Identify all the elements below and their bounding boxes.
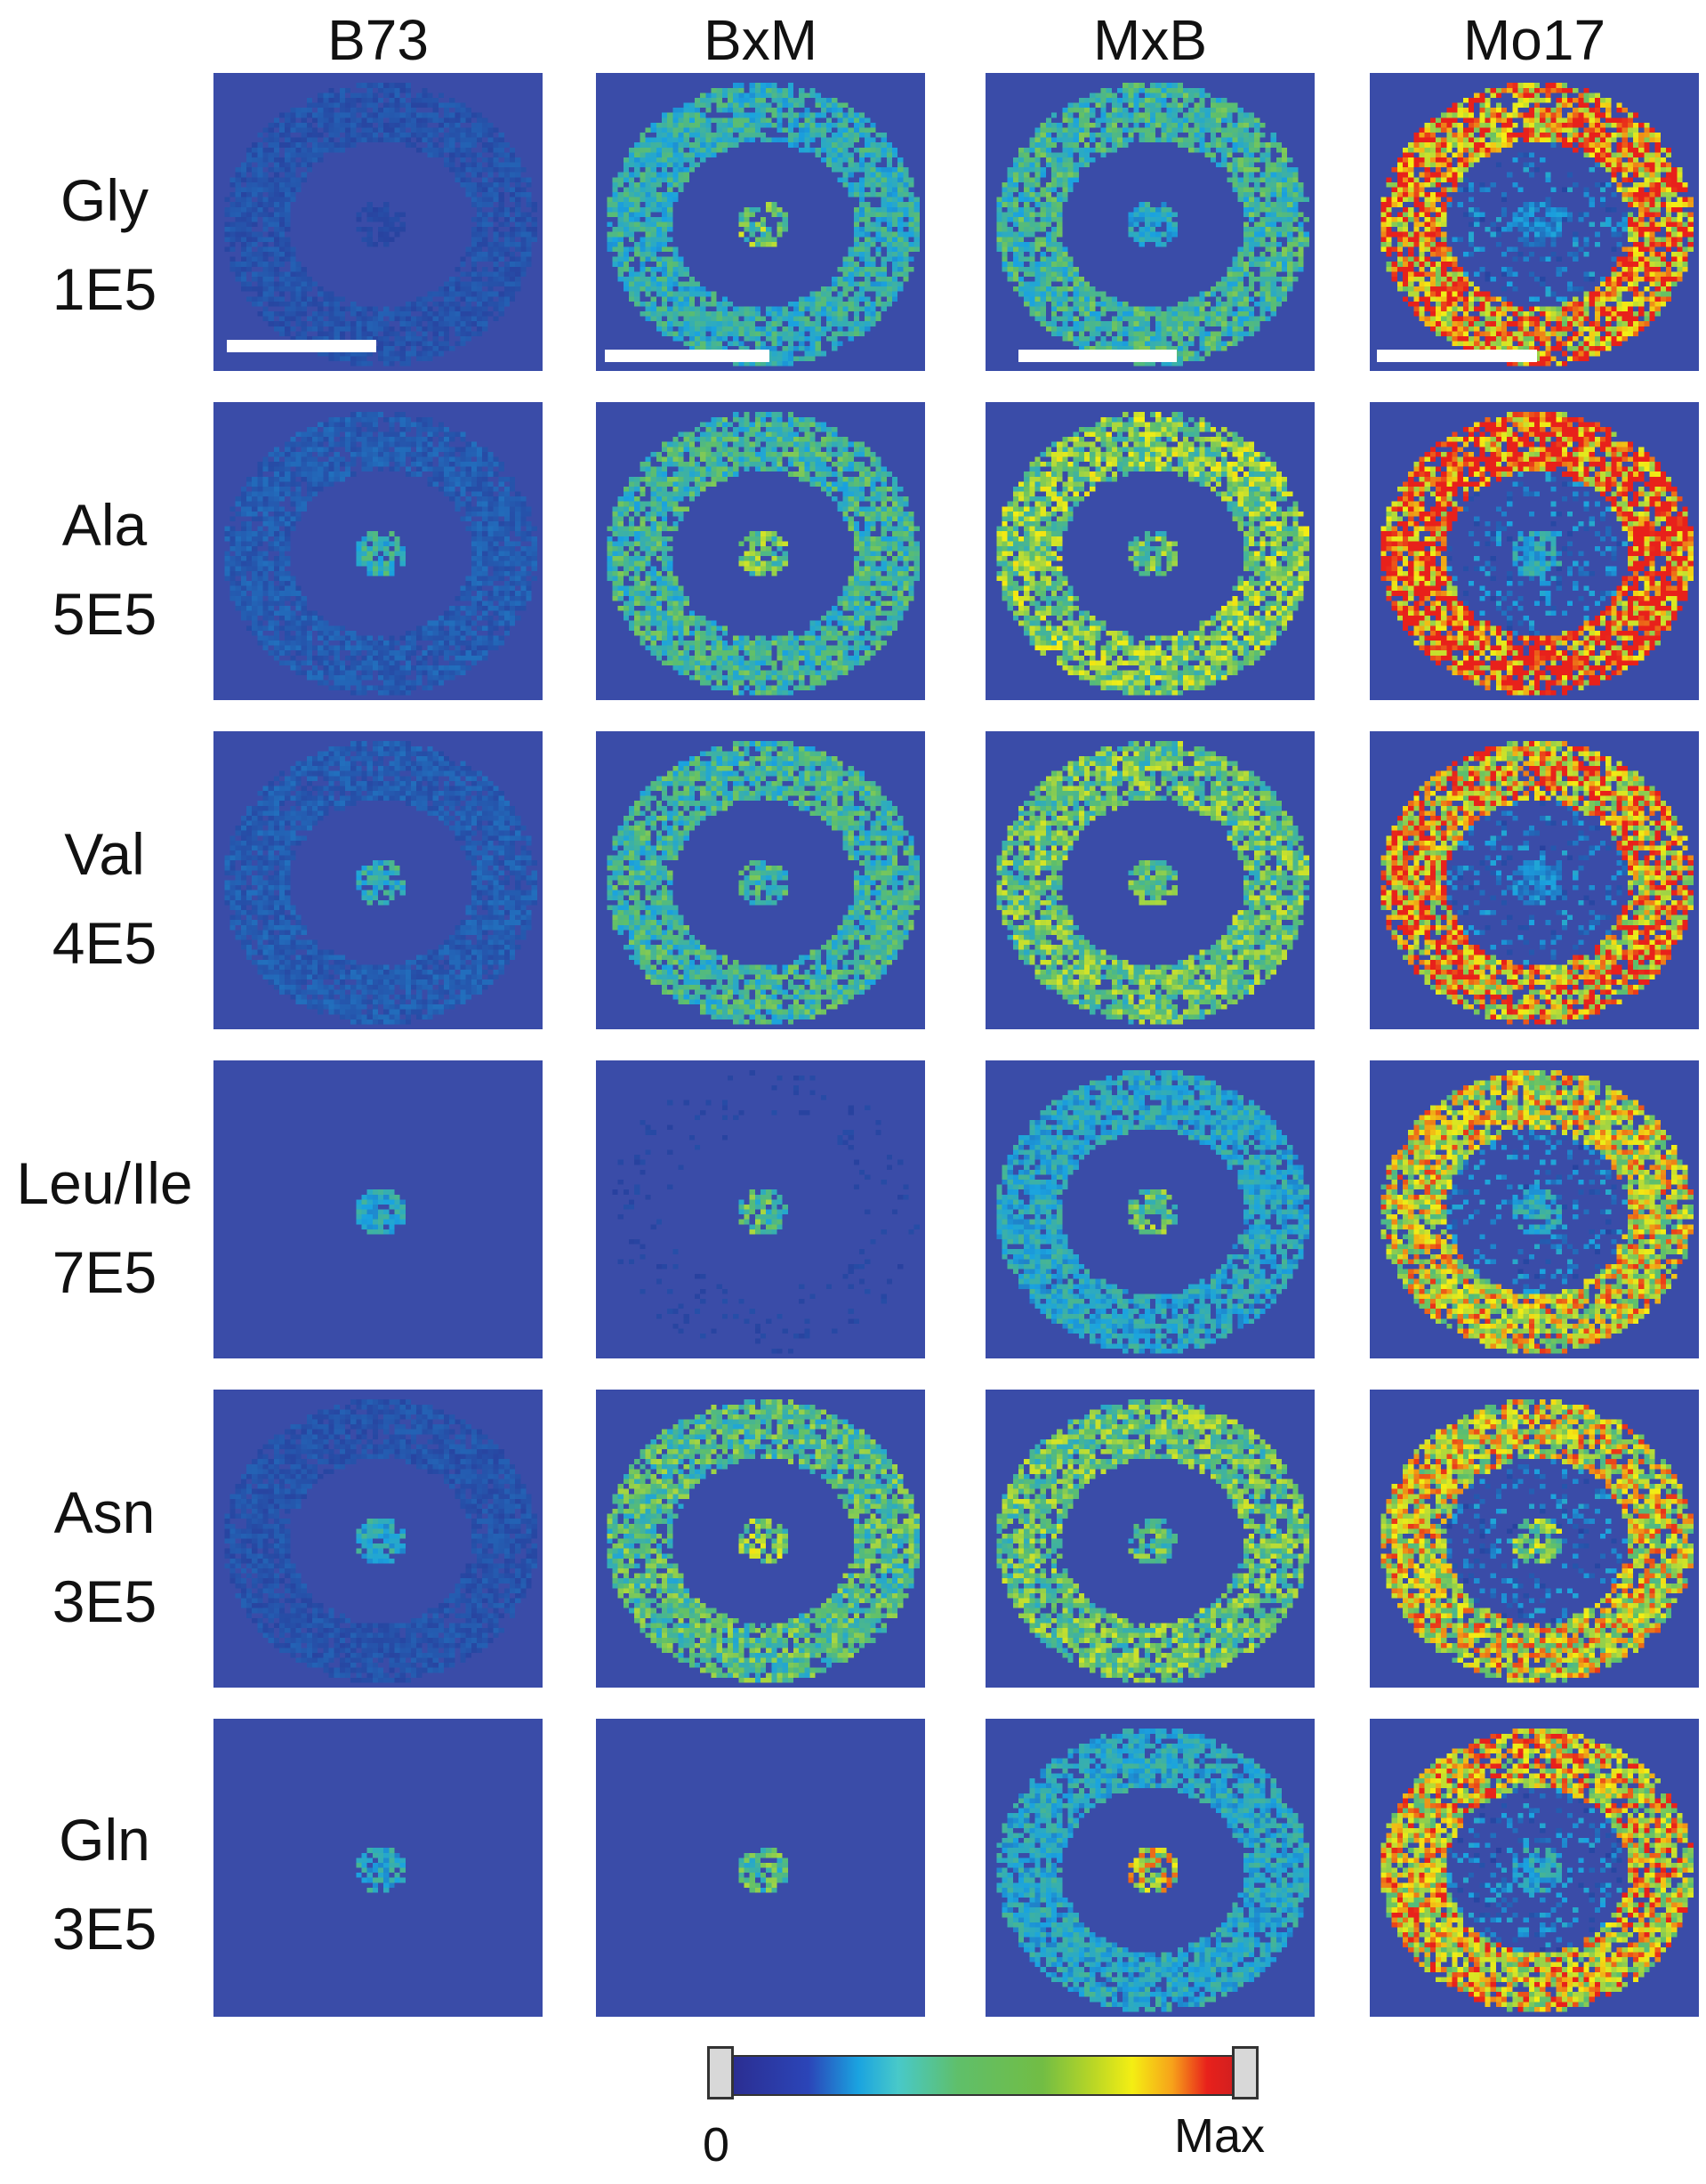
ms-image-canvas [596,402,925,700]
colorbar-min-cap [707,2046,734,2099]
ms-image-panel [213,1719,543,2017]
ms-image-panel [213,402,543,700]
row-label-val: Val 4E5 [0,810,209,987]
analyte-name: Ala [61,492,148,558]
row-label-ala: Ala 5E5 [0,480,209,658]
ms-image-canvas [213,1390,543,1688]
analyte-name: Val [64,821,145,887]
ms-image-panel [596,1390,925,1688]
colorbar-max-label: Max [1174,2109,1266,2163]
ms-image-canvas [1370,1390,1699,1688]
colorbar-gradient [734,2055,1232,2096]
ms-image-panel [1370,73,1699,371]
ms-image-canvas [596,73,925,371]
ms-image-panel [596,73,925,371]
colorbar [707,2046,1259,2099]
scale-bar [227,340,376,352]
ms-image-panel [986,73,1315,371]
ms-image-panel [986,1060,1315,1358]
analyte-scale: 3E5 [52,1568,157,1634]
ms-image-canvas [986,1719,1315,2017]
ms-image-canvas [213,1060,543,1358]
scale-bar [1018,350,1177,362]
ms-image-panel [986,1719,1315,2017]
ms-image-panel [596,731,925,1029]
column-header-mxb: MxB [1093,8,1207,72]
ms-image-panel [213,1390,543,1688]
column-header-b73: B73 [327,8,429,72]
ms-image-panel [1370,1390,1699,1688]
ms-image-canvas [1370,1060,1699,1358]
ms-image-panel [986,402,1315,700]
ms-image-canvas [213,402,543,700]
ms-image-canvas [596,1719,925,2017]
analyte-name: Leu/Ile [16,1150,193,1216]
scale-bar [605,350,769,362]
ms-image-canvas [986,731,1315,1029]
ms-image-canvas [213,73,543,371]
row-label-asn: Asn 3E5 [0,1468,209,1646]
ms-image-panel [986,731,1315,1029]
analyte-scale: 3E5 [52,1896,157,1962]
analyte-scale: 1E5 [52,256,157,322]
ms-image-panel [213,1060,543,1358]
analyte-name: Gln [59,1807,150,1873]
ms-image-canvas [986,1390,1315,1688]
scale-bar [1377,350,1537,362]
ms-image-panel [596,1060,925,1358]
analyte-name: Asn [53,1479,156,1545]
ms-image-canvas [986,402,1315,700]
ms-image-canvas [596,1060,925,1358]
row-label-gln: Gln 3E5 [0,1795,209,1973]
ms-image-canvas [1370,1719,1699,2017]
ms-image-panel [213,731,543,1029]
analyte-scale: 4E5 [52,910,157,976]
ms-image-panel [596,402,925,700]
ms-image-panel [596,1719,925,2017]
ms-image-panel [1370,402,1699,700]
ms-image-panel [213,73,543,371]
ms-image-panel [1370,731,1699,1029]
ms-image-panel [1370,1719,1699,2017]
column-header-mo17: Mo17 [1462,8,1606,72]
ms-image-canvas [986,73,1315,371]
ms-image-canvas [1370,731,1699,1029]
ms-image-canvas [1370,73,1699,371]
ms-image-panel [1370,1060,1699,1358]
ms-image-canvas [1370,402,1699,700]
ms-image-canvas [596,731,925,1029]
colorbar-max-cap [1232,2046,1259,2099]
ms-image-canvas [213,1719,543,2017]
analyte-scale: 5E5 [52,581,157,647]
row-label-gly: Gly 1E5 [0,156,209,334]
analyte-scale: 7E5 [52,1239,157,1305]
analyte-name: Gly [60,167,149,233]
colorbar-min-label: 0 [703,2118,730,2172]
column-header-bxm: BxM [704,8,817,72]
ms-image-panel [986,1390,1315,1688]
ms-image-canvas [213,731,543,1029]
ms-image-canvas [986,1060,1315,1358]
ms-image-canvas [596,1390,925,1688]
row-label-leu-ile: Leu/Ile 7E5 [0,1139,209,1317]
